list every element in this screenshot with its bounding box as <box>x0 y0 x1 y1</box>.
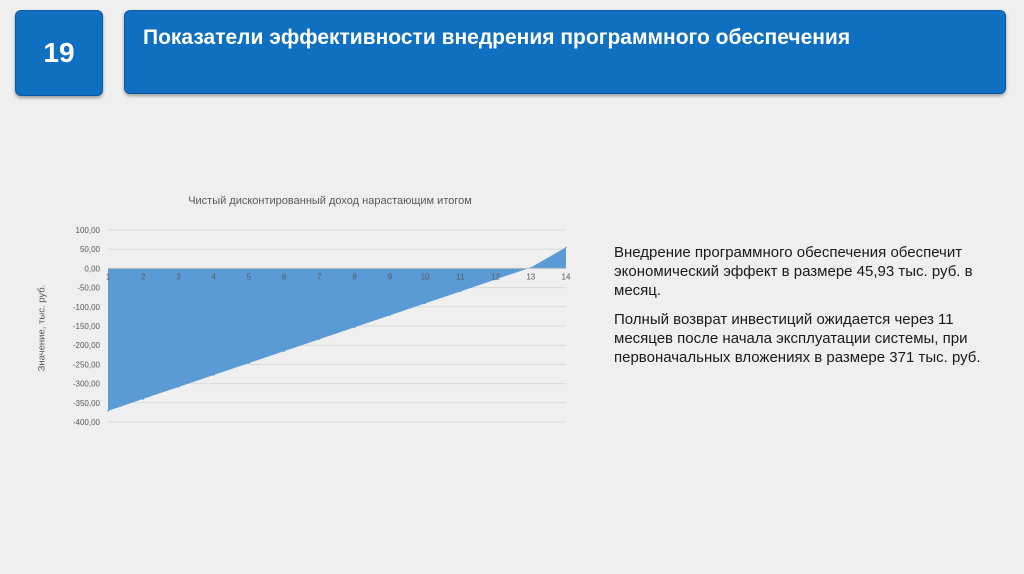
description-paragraph-2: Полный возврат инвестиций ожидается чере… <box>614 311 981 366</box>
data-point <box>107 410 109 412</box>
data-point <box>389 314 391 317</box>
x-tick-label: 14 <box>562 272 571 281</box>
chart-title: Чистый дисконтированный доход нарастающи… <box>188 195 472 207</box>
slide-number-badge: 19 <box>15 10 103 96</box>
x-tick-label: 8 <box>352 272 357 281</box>
y-tick-label: 50,00 <box>80 245 101 254</box>
y-tick-label: -350,00 <box>73 399 101 408</box>
npv-chart: 100,00 50,00 0,00 -50,00 -100,00 -150,00 -200,… <box>73 226 571 427</box>
y-tick-label: -50,00 <box>77 284 100 293</box>
x-tick-label: 6 <box>282 272 287 281</box>
y-tick-label: -300,00 <box>73 380 101 389</box>
data-point <box>283 350 285 352</box>
y-tick-label: -100,00 <box>73 303 101 312</box>
y-tick-label: -200,00 <box>73 341 101 350</box>
y-tick-label: -150,00 <box>73 322 101 331</box>
x-tick-label: 9 <box>388 272 393 281</box>
area-series <box>108 247 566 411</box>
x-tick-label: 11 <box>456 272 465 281</box>
data-point <box>424 302 426 305</box>
x-tick-label: 3 <box>176 272 181 281</box>
slide-title-bar: Показатели эффективности внедрения прогр… <box>124 10 1006 94</box>
data-point <box>318 338 321 341</box>
data-point <box>459 290 462 293</box>
y-tick-label: -250,00 <box>73 360 101 369</box>
data-point <box>494 278 497 281</box>
y-tick-label: -400,00 <box>73 418 101 427</box>
description-paragraph-1: Внедрение программного обеспечения обесп… <box>614 244 973 299</box>
x-tick-label: 7 <box>317 272 322 281</box>
y-tick-label: 100,00 <box>76 226 101 235</box>
description-text: Внедрение программного обеспечения обесп… <box>614 243 994 377</box>
x-tick-label: 1 <box>106 272 111 281</box>
x-tick-label: 2 <box>141 272 146 281</box>
y-tick-label: 0,00 <box>84 264 100 273</box>
data-point <box>142 398 145 400</box>
data-point <box>212 374 215 376</box>
data-point <box>177 386 180 388</box>
x-tick-label: 12 <box>491 272 500 281</box>
data-point <box>248 362 250 364</box>
data-point <box>565 246 567 249</box>
x-tick-label: 5 <box>247 272 252 281</box>
slide-title: Показатели эффективности внедрения прогр… <box>143 26 851 49</box>
data-point <box>353 326 356 329</box>
x-tick-label: 4 <box>211 272 216 281</box>
x-tick-label: 10 <box>421 272 430 281</box>
x-tick-label: 13 <box>526 272 535 281</box>
slide-number: 19 <box>43 37 75 68</box>
